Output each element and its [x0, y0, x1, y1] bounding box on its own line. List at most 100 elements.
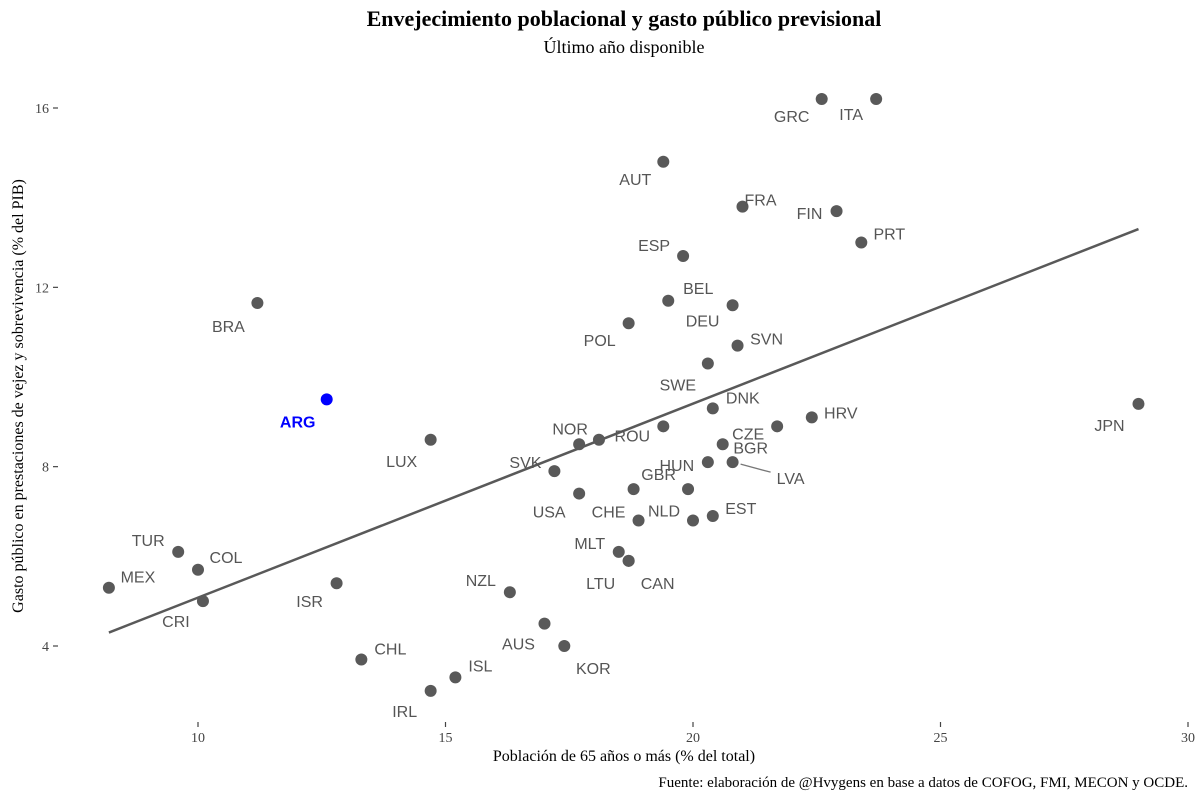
- point-label-arg: ARG: [280, 414, 316, 431]
- point-label-lux: LUX: [386, 454, 417, 471]
- data-point-deu: [726, 299, 739, 312]
- point-label-ltu: LTU: [586, 576, 615, 593]
- point-label-svn: SVN: [750, 332, 783, 349]
- x-tick-label: 15: [439, 731, 453, 746]
- data-point-arg: [320, 393, 333, 406]
- data-point-swe: [701, 357, 714, 370]
- data-point-cze: [771, 420, 784, 433]
- leader-lines: [740, 463, 771, 473]
- point-label-grc: GRC: [774, 109, 810, 126]
- point-label-nld: NLD: [648, 503, 680, 520]
- point-label-aus: AUS: [502, 637, 535, 654]
- y-tick-label: 8: [42, 461, 49, 476]
- point-label-mlt: MLT: [574, 536, 605, 553]
- point-label-deu: DEU: [686, 313, 720, 330]
- point-label-can: CAN: [641, 576, 675, 593]
- point-label-gbr: GBR: [641, 467, 676, 484]
- data-point-svn: [731, 339, 744, 352]
- point-label-cze: CZE: [732, 426, 764, 443]
- data-points: [102, 93, 1145, 697]
- y-tick-label: 12: [35, 281, 49, 296]
- data-point-nor: [573, 438, 586, 451]
- data-point-hrv: [805, 411, 818, 424]
- data-point-pol: [622, 317, 635, 330]
- data-point-kor: [558, 640, 571, 652]
- x-tick-label: 25: [934, 731, 948, 746]
- y-tick-label: 4: [42, 640, 49, 655]
- data-point-lux: [424, 433, 437, 446]
- trend-line: [108, 227, 1139, 634]
- data-point-cri: [196, 595, 209, 608]
- data-point-nzl: [503, 586, 516, 599]
- point-label-dnk: DNK: [726, 390, 760, 407]
- point-label-nor: NOR: [552, 421, 588, 438]
- point-label-hun: HUN: [660, 458, 695, 475]
- point-label-lva: LVA: [777, 471, 805, 488]
- x-axis: 10 15 20 25 30: [191, 722, 1195, 746]
- point-label-aut: AUT: [619, 172, 651, 189]
- data-point-lva: [726, 456, 739, 469]
- point-label-rou: ROU: [615, 428, 651, 445]
- data-point-svk: [548, 465, 561, 478]
- point-label-esp: ESP: [638, 238, 670, 255]
- data-point-che: [632, 514, 645, 527]
- leader-line-lva: [740, 463, 771, 473]
- point-label-cri: CRI: [162, 614, 190, 631]
- point-label-est: EST: [725, 501, 756, 518]
- x-axis-title: Población de 65 años o más (% del total): [493, 748, 755, 765]
- point-label-kor: KOR: [576, 661, 611, 678]
- point-label-pol: POL: [584, 333, 616, 350]
- data-point-esp: [677, 249, 690, 262]
- data-point-aus: [538, 617, 551, 630]
- data-point-can: [622, 554, 635, 567]
- point-label-tur: TUR: [132, 533, 165, 550]
- data-point-nld: [687, 514, 699, 527]
- data-point-rou: [657, 420, 670, 433]
- data-point-dnk: [706, 402, 719, 415]
- point-label-bra: BRA: [212, 319, 245, 336]
- point-label-fra: FRA: [745, 193, 777, 210]
- point-labels: GRC ITA AUT FRA FIN PRT ESP BEL DEU BRA POL SVN SWE A…: [121, 107, 1125, 721]
- point-label-swe: SWE: [660, 378, 696, 395]
- data-point-bgr: [716, 438, 729, 451]
- chart-title: Envejecimiento poblacional y gasto públi…: [366, 6, 882, 31]
- point-label-isl: ISL: [468, 658, 492, 675]
- x-tick-label: 10: [191, 731, 205, 746]
- y-axis-title: Gasto público en prestaciones de vejez y…: [10, 179, 27, 613]
- data-point-hun: [701, 456, 714, 469]
- point-label-svk: SVK: [509, 455, 541, 472]
- data-point-grc: [815, 93, 828, 106]
- point-label-fin: FIN: [797, 206, 823, 223]
- point-label-usa: USA: [533, 505, 566, 522]
- data-point-col: [192, 563, 204, 576]
- data-point-irl: [424, 684, 437, 697]
- data-point-isl: [449, 671, 462, 684]
- data-point-chl: [355, 653, 368, 666]
- point-label-bgr: BGR: [733, 440, 768, 457]
- point-label-isr: ISR: [296, 594, 323, 611]
- point-label-ita: ITA: [839, 107, 863, 124]
- data-point-jpn: [1132, 397, 1145, 410]
- data-point-fin: [830, 205, 843, 218]
- point-label-irl: IRL: [392, 704, 417, 721]
- data-point-usa: [573, 487, 586, 500]
- chart-subtitle: Último año disponible: [543, 37, 705, 57]
- chart-caption: Fuente: elaboración de @Hvygens en base …: [658, 775, 1188, 791]
- data-point-mex: [102, 581, 115, 594]
- point-label-chl: CHL: [374, 641, 406, 658]
- data-point-bra: [251, 297, 264, 310]
- data-point-prt: [855, 236, 868, 249]
- point-label-col: COL: [210, 550, 243, 567]
- data-point-gbr: [627, 483, 640, 496]
- data-point-bel: [662, 294, 675, 307]
- data-point-isr: [330, 577, 343, 590]
- x-tick-label: 20: [686, 731, 700, 746]
- point-label-jpn: JPN: [1094, 418, 1124, 435]
- point-label-hrv: HRV: [824, 405, 858, 422]
- data-point-fra: [736, 200, 749, 213]
- point-label-mex: MEX: [121, 570, 156, 587]
- data-point-mlt: [612, 545, 625, 558]
- x-tick-label: 30: [1181, 731, 1195, 746]
- data-point: [592, 433, 605, 446]
